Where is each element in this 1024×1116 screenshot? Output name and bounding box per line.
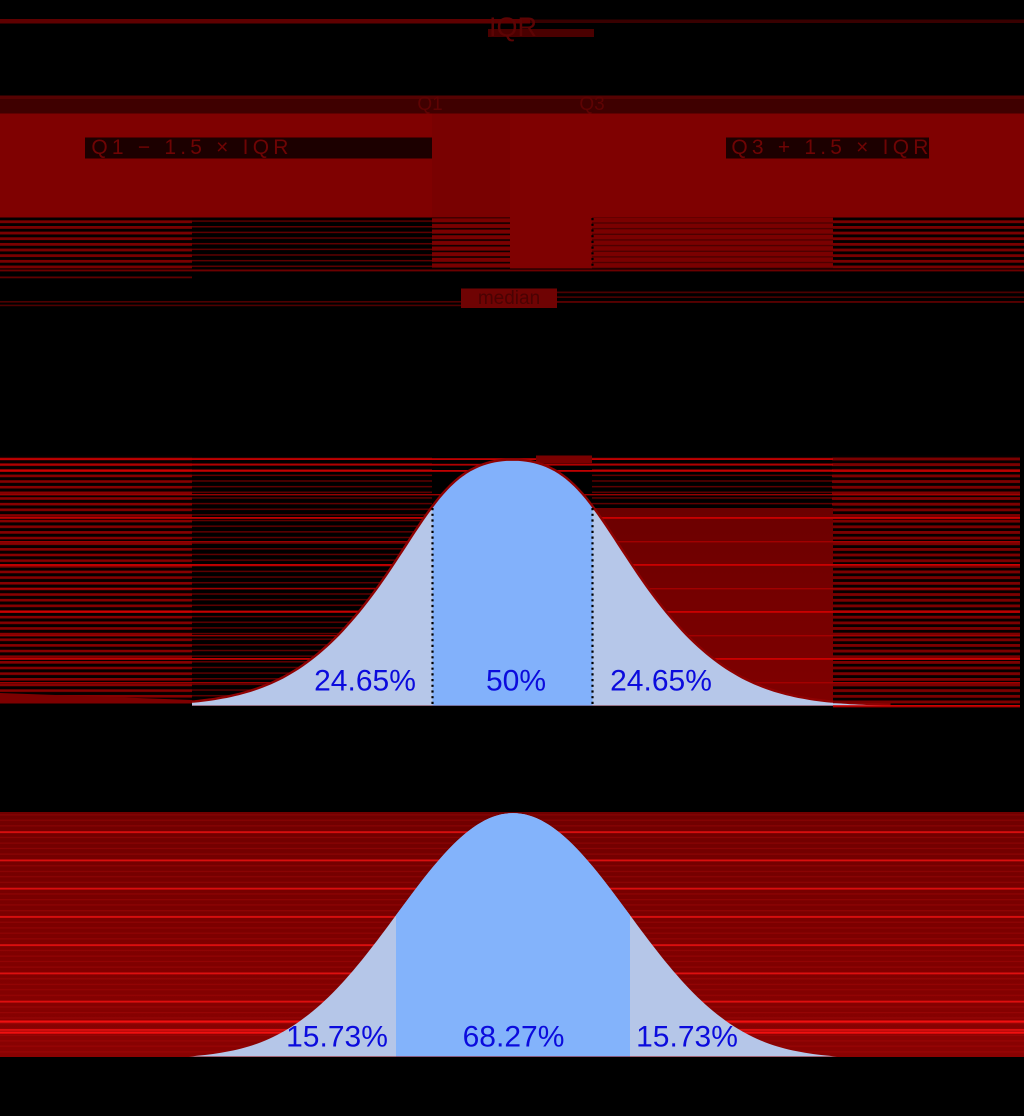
svg-text:24.65%: 24.65%	[610, 665, 712, 698]
svg-text:Q1 − 1.5 × IQR: Q1 − 1.5 × IQR	[91, 136, 292, 159]
svg-text:Q3: Q3	[579, 94, 604, 115]
svg-text:50%: 50%	[486, 665, 546, 698]
svg-text:Q3 + 1.5 × IQR: Q3 + 1.5 × IQR	[731, 136, 932, 159]
svg-text:15.73%: 15.73%	[636, 1021, 738, 1054]
svg-text:median: median	[478, 288, 540, 309]
svg-text:Q1: Q1	[417, 94, 442, 115]
svg-text:68.27%: 68.27%	[463, 1021, 565, 1054]
svg-text:15.73%: 15.73%	[286, 1021, 388, 1054]
svg-text:IQR: IQR	[489, 12, 537, 42]
svg-text:24.65%: 24.65%	[314, 665, 416, 698]
